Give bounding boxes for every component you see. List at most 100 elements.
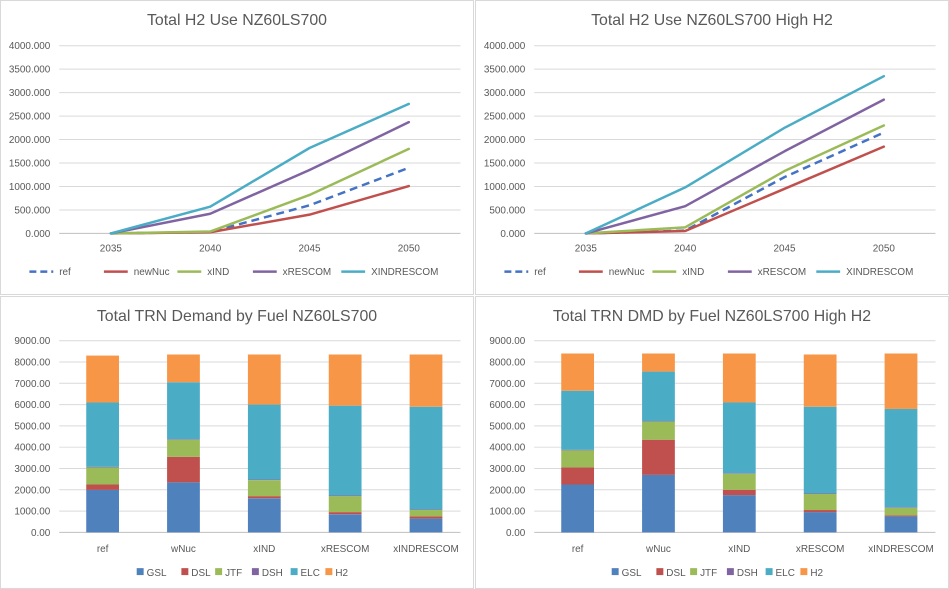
bar-dsh-xindrescom	[884, 507, 918, 508]
legend-label: DSL	[191, 568, 211, 579]
bar-dsl-xrescom	[328, 512, 362, 515]
bar-h2-xrescom	[328, 354, 362, 406]
legend-label: xIND	[682, 267, 704, 278]
chart-title: Total TRN Demand by Fuel NZ60LS700	[97, 308, 377, 325]
y-tick-label: 8000.00	[489, 357, 525, 368]
x-tick-label: 2045	[773, 243, 796, 254]
bar-dsh-ref	[86, 466, 120, 468]
bar-h2-ref	[561, 353, 595, 391]
bar-gsl-xindrescom	[409, 518, 443, 533]
series-line-xind	[584, 124, 886, 235]
x-tick-label: 2040	[199, 243, 222, 254]
legend-swatch	[656, 568, 664, 576]
x-tick-label: wNuc	[645, 544, 671, 555]
legend-item-dsl: DSL	[656, 568, 686, 579]
y-tick-label: 500.000	[14, 205, 50, 216]
legend-label: XINDRESCOM	[846, 267, 913, 278]
y-tick-label: 1000.00	[489, 507, 525, 518]
x-tick-label: wNuc	[170, 544, 196, 555]
y-tick-label: 2000.000	[9, 135, 51, 146]
bar-h2-ref	[86, 355, 120, 403]
legend-label: ELC	[301, 568, 320, 579]
y-tick-label: 0.000	[500, 229, 525, 240]
legend-label: GSL	[622, 568, 642, 579]
bar-jtf-wnuc	[167, 439, 200, 457]
legend-item-elc: ELC	[290, 568, 320, 579]
legend-label: ref	[59, 267, 71, 278]
legend-swatch	[765, 568, 773, 576]
chart-title: Total H2 Use NZ60LS700 High H2	[591, 12, 833, 29]
legend-label: newNuc	[134, 267, 170, 278]
bar-elc-wnuc	[167, 382, 200, 440]
legend-swatch	[290, 568, 298, 576]
y-tick-label: 1000.000	[9, 182, 51, 193]
legend-item-dsh: DSH	[251, 568, 283, 579]
bar-elc-xrescom	[328, 405, 362, 496]
bar-h2-xrescom	[803, 354, 837, 407]
bar-elc-xrescom	[803, 406, 837, 494]
bar-gsl-wnuc	[642, 474, 675, 533]
legend-item-ref: ref	[29, 267, 71, 278]
chart-panel-h2-use: Total H2 Use NZ60LS700 0.000 500.000 1000.0…	[0, 0, 474, 295]
legend-label: xIND	[207, 267, 229, 278]
bar-dsl-xindrescom	[884, 515, 918, 517]
y-tick-label: 8000.00	[14, 357, 50, 368]
bar-dsl-xrescom	[803, 510, 837, 513]
bar-h2-xind	[722, 353, 756, 403]
bar-h2-wnuc	[642, 353, 675, 372]
bar-jtf-xrescom	[803, 494, 837, 511]
legend-label: JTF	[700, 568, 717, 579]
y-tick-label: 3000.00	[14, 464, 50, 475]
y-tick-label: 3000.00	[489, 464, 525, 475]
x-tick-label: xINDRESCOM	[393, 544, 459, 555]
bar-jtf-ref	[561, 450, 595, 468]
chart-svg: Total TRN DMD by Fuel NZ60LS700 High H2 0…	[489, 308, 936, 579]
bar-jtf-xindrescom	[409, 510, 443, 517]
bar-elc-wnuc	[642, 371, 675, 422]
legend-item-elc: ELC	[765, 568, 795, 579]
y-tick-label: 4000.000	[484, 41, 526, 52]
y-tick-label: 3500.000	[9, 65, 51, 76]
legend-swatch	[251, 568, 259, 576]
bar-dsl-wnuc	[167, 456, 200, 483]
legend-label: xRESCOM	[283, 267, 332, 278]
legend-swatch	[690, 568, 698, 576]
legend-swatch	[800, 568, 808, 576]
y-tick-label: 2500.000	[484, 112, 526, 123]
y-tick-label: 3000.000	[484, 88, 526, 99]
y-tick-label: 1500.000	[484, 158, 526, 169]
chart-panel-trn-demand-high: Total TRN DMD by Fuel NZ60LS700 High H2 0…	[475, 296, 949, 589]
legend-label: JTF	[225, 568, 242, 579]
bar-jtf-ref	[86, 467, 120, 485]
y-tick-label: 500.000	[489, 205, 525, 216]
legend-item-xindrescom: XINDRESCOM	[341, 267, 438, 278]
legend-item-ref: ref	[504, 267, 546, 278]
bar-h2-wnuc	[167, 354, 200, 383]
y-tick-label: 7000.00	[489, 379, 525, 390]
bar-jtf-xind	[722, 473, 756, 490]
x-tick-label: ref	[97, 544, 109, 555]
bar-elc-xind	[247, 404, 281, 480]
bar-elc-xindrescom	[884, 408, 918, 508]
bar-jtf-xindrescom	[884, 507, 918, 516]
bar-h2-xindrescom	[884, 353, 918, 409]
y-tick-label: 7000.00	[14, 379, 50, 390]
bar-dsh-wnuc	[167, 439, 200, 440]
legend-item-newnuc: newNuc	[578, 267, 645, 278]
legend-label: XINDRESCOM	[371, 267, 438, 278]
chart-svg: Total H2 Use NZ60LS700 High H2 0.000 500.0…	[484, 12, 936, 278]
x-tick-label: xINDRESCOM	[868, 544, 934, 555]
y-tick-label: 1000.000	[484, 182, 526, 193]
x-tick-label: xRESCOM	[796, 544, 845, 555]
y-tick-label: 0.00	[31, 528, 51, 539]
bar-dsl-xind	[247, 496, 281, 499]
y-tick-label: 1500.000	[9, 158, 51, 169]
bar-dsl-ref	[86, 484, 120, 490]
legend-label: newNuc	[609, 267, 645, 278]
x-tick-label: xRESCOM	[321, 544, 370, 555]
y-tick-label: 6000.00	[489, 400, 525, 411]
bar-h2-xindrescom	[409, 354, 443, 407]
bar-gsl-ref	[86, 489, 120, 533]
bar-dsh-xrescom	[328, 495, 362, 497]
